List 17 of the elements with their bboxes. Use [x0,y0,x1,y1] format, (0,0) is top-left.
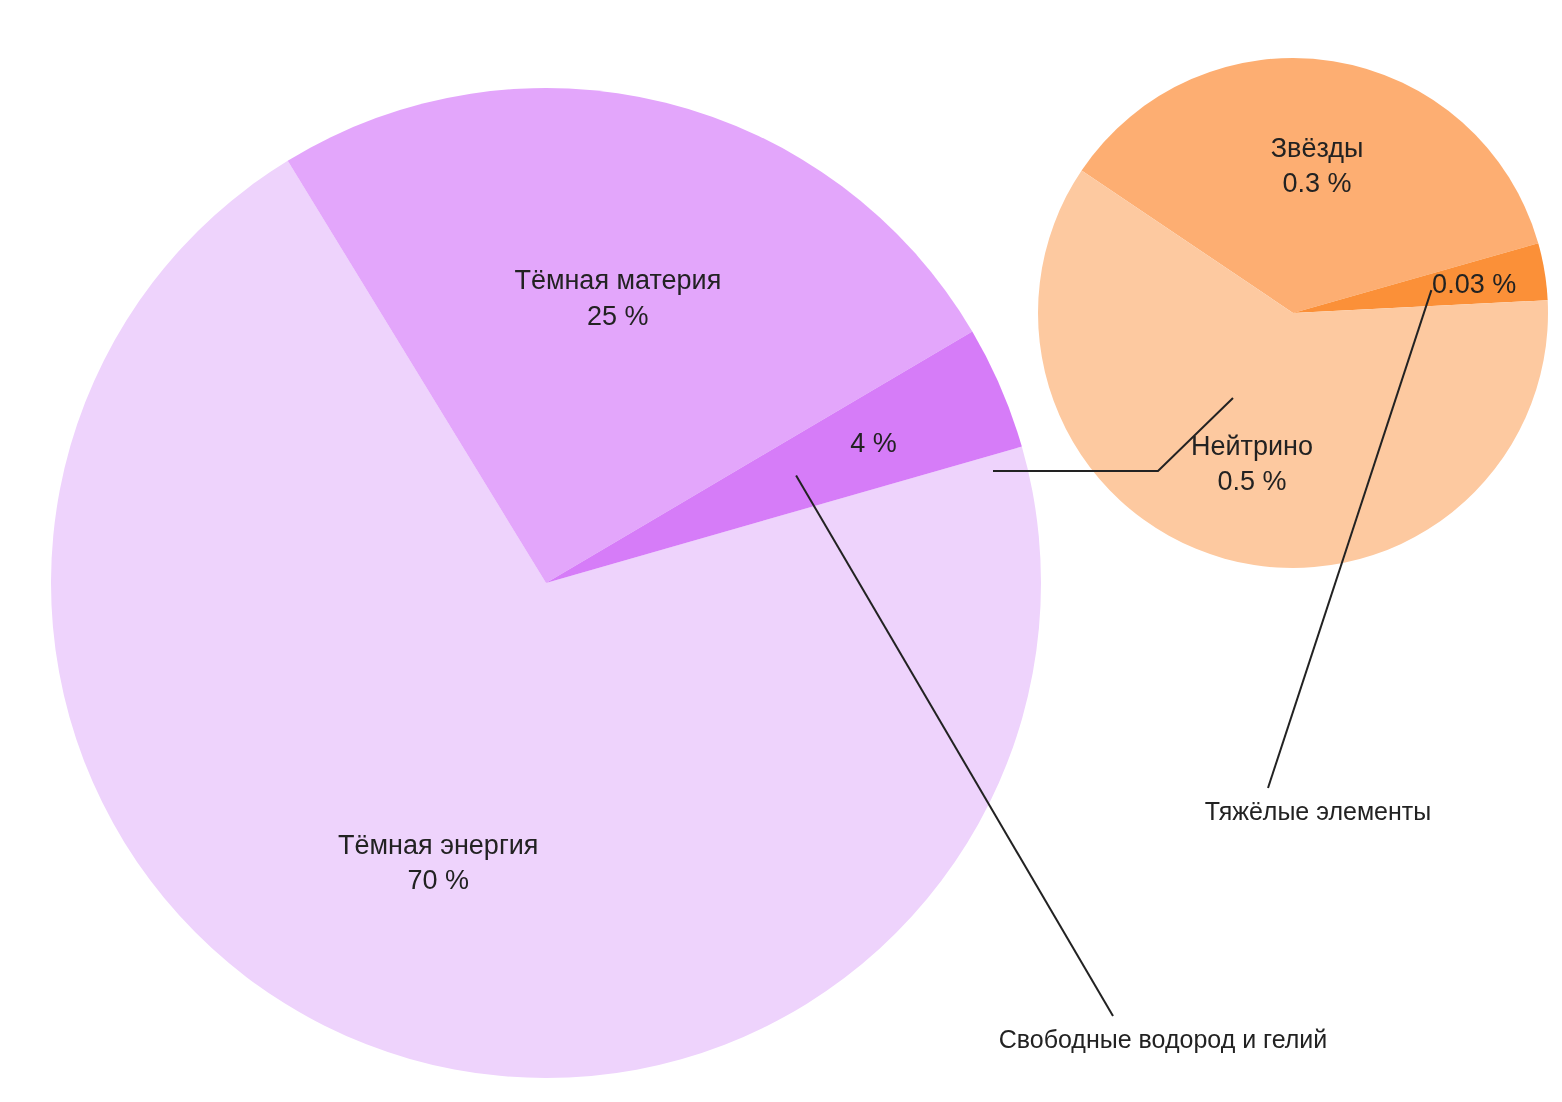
data-label: 25 % [587,300,649,331]
pie-slice [1038,170,1548,568]
data-label: 70 % [407,865,470,896]
pie-slice [546,331,1022,583]
slice-label: Тёмная материя [514,265,722,296]
slice-label: Звёзды [1270,132,1364,163]
slice-label: Нейтрино [1190,430,1313,461]
slice-label: Свободные водород и гелий [998,1025,1328,1053]
pie-slice [1081,58,1539,313]
data-label: 0.5 % [1217,466,1287,497]
slice-label: Тяжёлые элементы [1204,797,1432,825]
pie-slice [1293,243,1548,313]
pie-slice [287,88,973,583]
data-label: 0.03 % [1432,268,1517,299]
data-label: 4 % [850,427,897,458]
slice-label: Тёмная энергия [338,830,539,861]
data-label: 0.3 % [1282,167,1352,198]
